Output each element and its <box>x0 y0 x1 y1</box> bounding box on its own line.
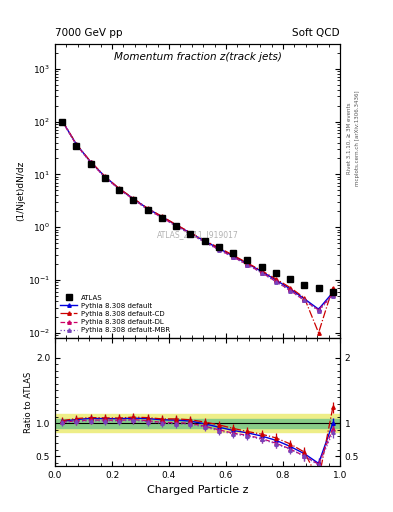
Y-axis label: (1/Njet)dN/dz: (1/Njet)dN/dz <box>16 161 25 221</box>
Text: Soft QCD: Soft QCD <box>292 28 340 38</box>
Text: Rivet 3.1.10, ≥ 3M events: Rivet 3.1.10, ≥ 3M events <box>347 102 352 174</box>
X-axis label: Charged Particle z: Charged Particle z <box>147 485 248 495</box>
Legend: ATLAS, Pythia 8.308 default, Pythia 8.308 default-CD, Pythia 8.308 default-DL, P: ATLAS, Pythia 8.308 default, Pythia 8.30… <box>57 292 173 336</box>
Text: mcplots.cern.ch [arXiv:1306.3436]: mcplots.cern.ch [arXiv:1306.3436] <box>355 91 360 186</box>
Text: 7000 GeV pp: 7000 GeV pp <box>55 28 123 38</box>
Y-axis label: Ratio to ATLAS: Ratio to ATLAS <box>24 371 33 433</box>
Text: Momentum fraction z(track jets): Momentum fraction z(track jets) <box>114 52 281 62</box>
Text: ATLAS_2011_I919017: ATLAS_2011_I919017 <box>156 230 239 240</box>
